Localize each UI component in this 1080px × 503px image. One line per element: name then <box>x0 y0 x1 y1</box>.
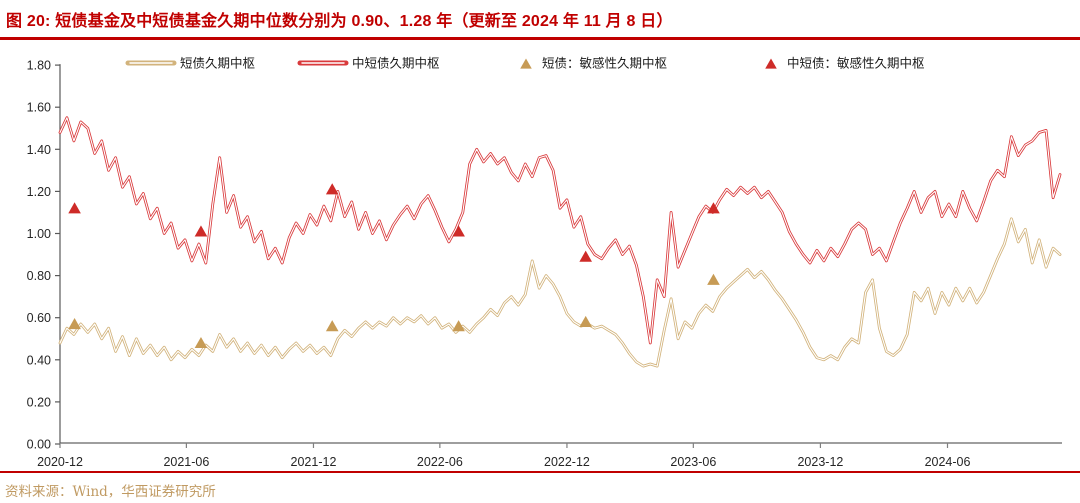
y-tick-label: 1.80 <box>27 59 51 73</box>
figure-title: 图 20: 短债基金及中短债基金久期中位数分别为 0.90、1.28 年（更新至… <box>6 13 673 30</box>
x-tick-label: 2020-12 <box>37 455 83 469</box>
legend-label: 短债：敏感性久期中枢 <box>542 56 667 71</box>
series-line-0 <box>58 217 1062 368</box>
legend-label: 中短债：敏感性久期中枢 <box>787 56 925 71</box>
legend-label: 短债久期中枢 <box>180 56 255 71</box>
x-tick-label: 2021-12 <box>291 455 337 469</box>
legend-item-0: 短债久期中枢 <box>125 56 255 71</box>
y-axis: 0.00 0.20 0.40 0.60 0.80 1.00 1.20 1.40 1.60 1.80 <box>27 59 61 452</box>
footer-divider <box>0 471 1080 473</box>
legend-item-1: 中短债久期中枢 <box>297 56 440 71</box>
legend-triangle-swatch <box>520 58 532 69</box>
x-tick-label: 2023-06 <box>670 455 716 469</box>
legend-item-2: 短债：敏感性久期中枢 <box>520 56 667 71</box>
x-tick-label: 2023-12 <box>797 455 843 469</box>
x-axis: 2020-12 2021-06 2021-12 2022-06 2022-12 2023-… <box>37 442 1062 469</box>
x-tick-label: 2024-06 <box>925 455 971 469</box>
y-tick-label: 1.00 <box>27 227 51 241</box>
legend-triangle-swatch <box>765 58 777 69</box>
y-tick-label: 0.20 <box>27 395 51 409</box>
series-line-1 <box>58 116 1062 345</box>
series-markers-1 <box>68 183 720 262</box>
x-tick-label: 2021-06 <box>163 455 209 469</box>
y-tick-label: 0.60 <box>27 311 51 325</box>
y-tick-label: 1.40 <box>27 143 51 157</box>
y-tick-label: 0.40 <box>27 353 51 367</box>
y-tick-label: 0.00 <box>27 438 51 452</box>
x-tick-label: 2022-06 <box>417 455 463 469</box>
x-tick-label: 2022-12 <box>544 455 590 469</box>
y-tick-label: 1.20 <box>27 185 51 199</box>
y-tick-label: 0.80 <box>27 269 51 283</box>
series-markers-0 <box>68 273 720 349</box>
title-divider <box>0 37 1080 40</box>
y-tick-label: 1.60 <box>27 101 51 115</box>
legend-item-3: 中短债：敏感性久期中枢 <box>765 56 925 71</box>
legend-label: 中短债久期中枢 <box>352 56 440 71</box>
source-note: 资料来源：Wind，华西证券研究所 <box>5 484 216 500</box>
